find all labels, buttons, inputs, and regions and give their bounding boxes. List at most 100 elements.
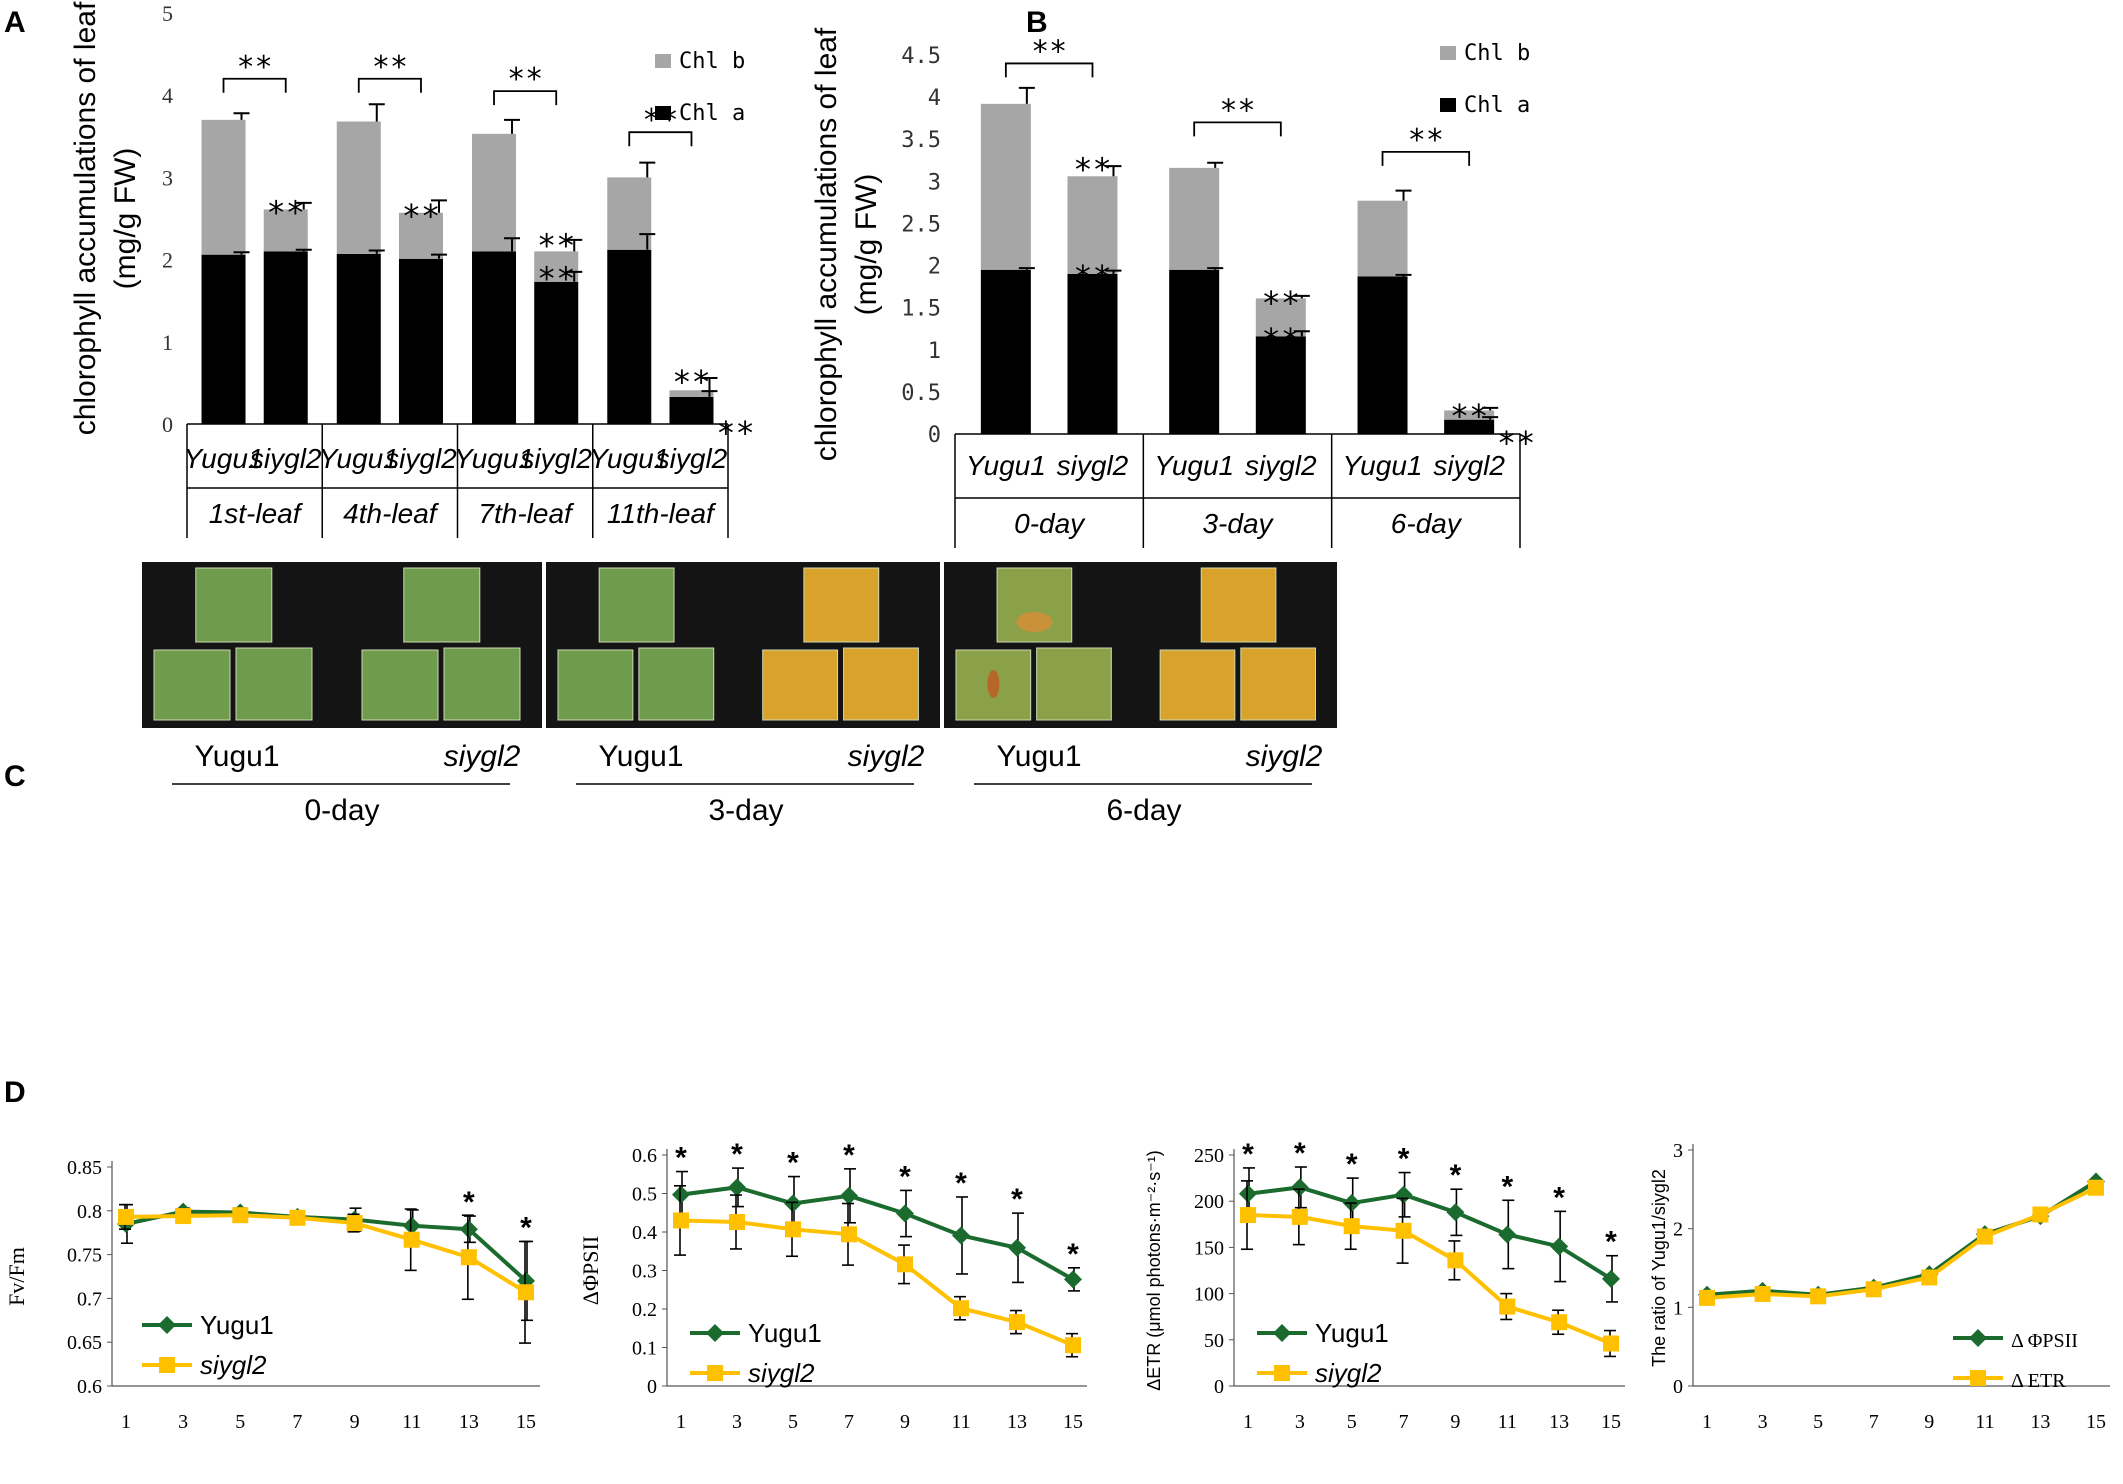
category-label: siygl2 (1433, 450, 1505, 481)
significance-mark: ** (537, 259, 576, 297)
y-tick-label: 0.65 (67, 1332, 102, 1354)
x-tick-label: 1 (1702, 1411, 1712, 1433)
y-tick-label: 0 (928, 423, 941, 448)
bar-chl-b (398, 212, 443, 259)
data-point-square (518, 1284, 534, 1301)
significance-asterisk: * (1242, 1138, 1254, 1171)
bracket-label: ** (372, 50, 408, 85)
data-point-square (1395, 1222, 1412, 1239)
significance-asterisk: * (1605, 1226, 1617, 1259)
leaf-piece (361, 649, 439, 721)
data-point-square (1240, 1207, 1256, 1224)
bar-chl-b (1067, 176, 1118, 274)
data-point-diamond (1602, 1269, 1620, 1288)
significance-mark: ** (1262, 321, 1301, 359)
x-tick-label: 3 (1295, 1411, 1305, 1433)
data-point-diamond (784, 1194, 802, 1213)
bracket-label: ** (1408, 123, 1444, 158)
significance-asterisk: * (843, 1139, 855, 1172)
category-label: Yugu1 (589, 443, 669, 474)
category-label: siygl2 (1245, 450, 1317, 481)
data-point-square (1343, 1218, 1360, 1235)
data-point-diamond (952, 1226, 970, 1245)
bar-chl-b (1255, 298, 1306, 337)
bar-chl-a (1067, 273, 1118, 434)
data-point-diamond (1290, 1178, 1309, 1197)
bar-chl-b (669, 390, 714, 397)
legend-label: Chl b (1464, 41, 1530, 66)
group-label: 6-day (1391, 508, 1463, 539)
series-line (1706, 1185, 2097, 1300)
series-line (680, 1218, 1074, 1348)
y-tick-label: 0.75 (67, 1245, 102, 1267)
bar-chl-b (1169, 167, 1220, 270)
significance-bracket (222, 77, 287, 93)
data-point-square (2032, 1206, 2049, 1223)
panel-letter-c: C (4, 760, 26, 793)
y-tick-label: 0.5 (632, 1184, 657, 1206)
data-point-square (1551, 1314, 1568, 1331)
significance-asterisk: * (1553, 1181, 1565, 1214)
legend-label: Chl a (1464, 93, 1530, 118)
bracket-label: ** (237, 50, 273, 85)
y-tick-label: 150 (1194, 1237, 1224, 1259)
group-label: 7th-leaf (478, 498, 575, 529)
y-tick-label: 0.2 (632, 1299, 657, 1321)
legend-label: Yugu1 (748, 1318, 822, 1348)
significance-asterisk: * (899, 1160, 911, 1193)
genotype-label: Yugu1 (996, 740, 1081, 773)
category-label: siygl2 (250, 443, 322, 474)
genotype-label: Yugu1 (194, 740, 279, 773)
data-point-square (1499, 1298, 1516, 1315)
x-tick-label: 7 (292, 1411, 302, 1433)
significance-mark: ** (1450, 397, 1489, 435)
data-point-square (1291, 1208, 1308, 1225)
y-axis-unit: (mg/g FW) (109, 148, 142, 290)
x-tick-label: 7 (1399, 1411, 1409, 1433)
bar-chl-a (534, 281, 579, 424)
y-tick-label: 0.85 (67, 1157, 102, 1179)
bar-chl-b (980, 103, 1031, 270)
bar-chl-b (1357, 200, 1408, 277)
significance-mark: ** (672, 363, 711, 401)
x-tick-label: 13 (1007, 1411, 1027, 1433)
data-point-diamond (459, 1220, 478, 1239)
significance-mark: ** (1262, 284, 1301, 322)
leaf-piece (403, 567, 481, 643)
series-line (1247, 1213, 1612, 1346)
significance-mark: ** (716, 414, 755, 452)
x-tick-label: 5 (788, 1411, 798, 1433)
bracket-label: ** (1031, 34, 1067, 69)
bar-chl-a (607, 249, 652, 424)
legend-swatch (655, 106, 671, 120)
data-point-diamond (1394, 1185, 1413, 1204)
group-label: 4th-leaf (343, 498, 440, 529)
data-point-square (289, 1209, 306, 1226)
significance-bracket (1193, 121, 1282, 137)
y-tick-label: 2 (162, 248, 173, 273)
x-tick-label: 15 (516, 1411, 536, 1433)
category-label: Yugu1 (1154, 450, 1234, 481)
y-tick-label: 3 (928, 170, 941, 195)
group-label: 3-day (1202, 508, 1274, 539)
x-tick-label: 1 (121, 1411, 131, 1433)
legend-marker (1274, 1365, 1290, 1381)
day-label: 0-day (304, 794, 379, 827)
y-axis-title: ΔΦPSII (578, 1236, 603, 1305)
group-label: 0-day (1014, 508, 1086, 539)
leaf-piece (762, 649, 839, 721)
significance-mark: ** (402, 197, 441, 235)
data-point-square (1699, 1289, 1715, 1306)
data-point-square (1603, 1335, 1619, 1352)
series-line (1247, 1185, 1613, 1281)
bar-chl-a (1169, 269, 1220, 434)
data-point-square (118, 1208, 134, 1225)
bar-chl-b (336, 121, 381, 254)
data-point-square (1447, 1252, 1464, 1269)
y-tick-label: 1.5 (901, 297, 941, 322)
y-tick-label: 0.4 (632, 1222, 657, 1244)
y-tick-label: 0.3 (632, 1261, 657, 1283)
y-tick-label: 1 (162, 330, 173, 355)
y-tick-label: 50 (1204, 1330, 1224, 1352)
data-point-square (175, 1208, 192, 1225)
